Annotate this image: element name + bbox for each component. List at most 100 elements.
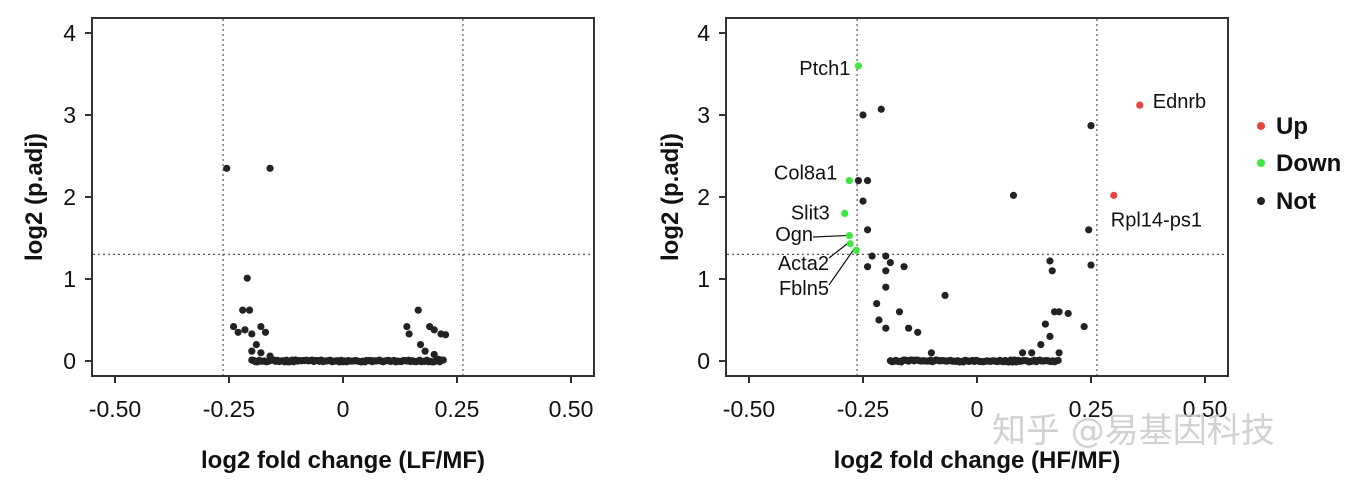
left-y-tick-label: 3 [63, 102, 76, 128]
left-point-not [257, 323, 264, 330]
right-point-not [928, 349, 935, 356]
left-point-not [431, 326, 438, 333]
left-point-not [248, 330, 255, 337]
left-point-not [223, 165, 230, 172]
right-point-not [887, 259, 894, 266]
left-y-tick-label: 0 [63, 348, 76, 374]
left-x-tick-label: -0.25 [203, 396, 255, 422]
left-point-not [435, 356, 442, 363]
right-point-down [841, 210, 848, 217]
right-x-tick-label: -0.25 [837, 396, 889, 422]
left-point-not [421, 348, 428, 355]
legend-not-marker [1257, 197, 1265, 205]
legend-down-marker [1257, 159, 1265, 167]
gene-label-slit3: Slit3 [791, 202, 830, 224]
left-point-not [244, 275, 251, 282]
right-y-tick-label: 3 [697, 102, 710, 128]
right-point-down [846, 177, 853, 184]
left-x-tick-label: 0.50 [549, 396, 594, 422]
legend-not-label: Not [1276, 188, 1316, 215]
right-point-not [896, 308, 903, 315]
right-y-axis-label: log2 (p.adj) [657, 133, 684, 261]
left-x-tick-label: 0.25 [435, 396, 480, 422]
left-point-not [415, 307, 422, 314]
left-point-not [248, 348, 255, 355]
right-point-not [1046, 333, 1053, 340]
right-y-tick-label: 0 [697, 348, 710, 374]
left-x-tick-label: -0.50 [89, 396, 141, 422]
right-point-not [1019, 349, 1026, 356]
right-point-not [1087, 261, 1094, 268]
gene-label-col8a1: Col8a1 [774, 163, 837, 185]
left-point-not [442, 331, 449, 338]
left-point-not [246, 307, 253, 314]
right-point-not [1037, 341, 1044, 348]
gene-label-ogn: Ogn [775, 224, 813, 246]
right-point-down [855, 62, 862, 69]
left-y-tick-label: 1 [63, 266, 76, 292]
right-baseline-point [1055, 357, 1062, 364]
left-point-not [262, 329, 269, 336]
right-point-not [905, 325, 912, 332]
right-point-not [882, 325, 889, 332]
right-point-up [1110, 192, 1117, 199]
right-y-tick-label: 4 [697, 20, 710, 46]
right-point-not [859, 198, 866, 205]
right-volcano-panel: 0 1 2 3 4 -0.50 -0.25 0 0.25 0.50 Ptch1 Col8a1 Slit… [657, 18, 1228, 474]
legend-down-label: Down [1276, 150, 1341, 177]
right-point-not [1028, 349, 1035, 356]
left-point-not [266, 352, 273, 359]
legend: Up Down Not [1257, 113, 1341, 215]
left-x-axis-label: log2 fold change (LF/MF) [201, 447, 485, 474]
gene-label-ptch1: Ptch1 [799, 58, 850, 80]
left-y-axis-label: log2 (p.adj) [21, 133, 48, 261]
left-point-not [406, 330, 413, 337]
right-point-up [1136, 102, 1143, 109]
right-point-not [878, 106, 885, 113]
right-point-not [864, 177, 871, 184]
right-point-down [847, 240, 854, 247]
right-x-tick-label: 0 [971, 396, 984, 422]
right-point-not [882, 252, 889, 259]
right-point-not [864, 263, 871, 270]
left-point-not [257, 349, 264, 356]
left-plot-frame [92, 18, 594, 376]
right-point-not [1081, 323, 1088, 330]
gene-label-acta2: Acta2 [778, 253, 829, 275]
left-x-tick-label: 0 [337, 396, 350, 422]
right-point-not [1055, 349, 1062, 356]
right-point-not [1042, 321, 1049, 328]
right-point-not [1085, 226, 1092, 233]
left-point-not [253, 341, 260, 348]
legend-up-label: Up [1276, 113, 1308, 140]
right-point-not [1055, 308, 1062, 315]
right-point-not [1065, 310, 1072, 317]
right-x-tick-label: -0.50 [723, 396, 775, 422]
left-point-not [239, 307, 246, 314]
left-point-not [235, 329, 242, 336]
gene-label-fbln5: Fbln5 [779, 278, 829, 300]
right-point-not [882, 267, 889, 274]
left-y-tick-label: 4 [63, 20, 76, 46]
right-x-axis-label: log2 fold change (HF/MF) [834, 447, 1121, 474]
right-point-not [900, 263, 907, 270]
left-point-not [403, 323, 410, 330]
left-y-tick-label: 2 [63, 184, 76, 210]
right-point-not [864, 226, 871, 233]
right-point-not [855, 177, 862, 184]
right-point-not [859, 111, 866, 118]
right-y-tick-label: 1 [697, 266, 710, 292]
right-point-not [941, 292, 948, 299]
right-point-down [853, 247, 860, 254]
right-point-not [1010, 192, 1017, 199]
right-point-not [875, 316, 882, 323]
left-point-not [241, 326, 248, 333]
right-point-not [1087, 122, 1094, 129]
legend-up-marker [1257, 122, 1265, 130]
right-point-not [1049, 267, 1056, 274]
right-point-down [846, 232, 853, 239]
left-point-not [230, 323, 237, 330]
right-point-not [1046, 257, 1053, 264]
right-point-not [873, 300, 880, 307]
gene-label-rpl14-ps1: Rpl14-ps1 [1111, 209, 1202, 231]
